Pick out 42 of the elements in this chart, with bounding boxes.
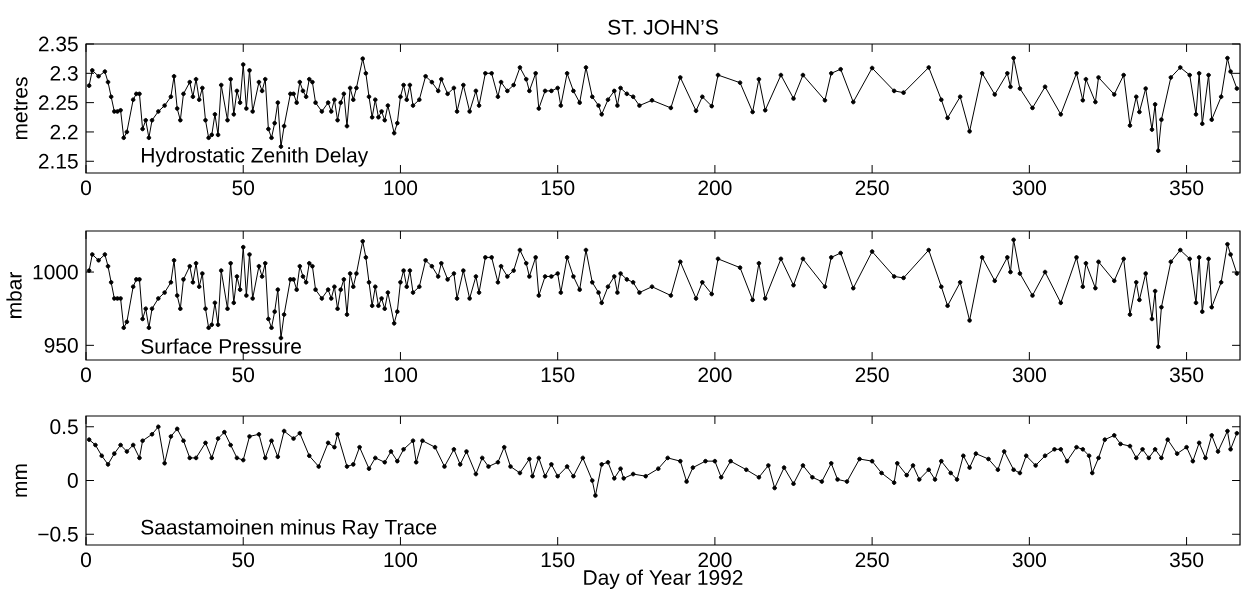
x-tick-label: 150 [541,367,575,383]
x-axis-title: Day of Year 1992 [584,569,743,590]
y-tick-label: 2.35 [38,36,78,52]
y-axis-title: metres [13,77,28,140]
x-tick-label: 100 [384,367,418,383]
y-tick-label: 2.25 [38,95,78,111]
x-tick-label: 0 [80,180,91,196]
x-tick-label: 200 [698,367,732,383]
x-tick-label: 350 [1169,180,1204,196]
y-tick-label: 2.2 [50,124,78,140]
x-tick-label: 50 [232,552,255,568]
x-tick-label: 350 [1169,552,1204,568]
x-tick-label: 250 [855,180,889,196]
chart-title: ST. JOHN’S [608,19,718,35]
x-tick-label: 200 [698,552,732,568]
y-tick-label: 2.15 [38,153,78,169]
y-axis-title: mbar [6,272,22,318]
y-tick-label: 0.5 [50,419,78,435]
x-tick-label: 0 [80,552,91,568]
y-tick-label: 1000 [33,264,78,280]
x-tick-label: 100 [384,552,418,568]
x-tick-label: 100 [384,180,418,196]
x-tick-label: 150 [541,552,575,568]
annotation: Hydrostatic Zenith Delay [142,147,369,167]
y-axis-title: mm [15,464,27,497]
x-tick-label: 150 [541,180,575,196]
x-tick-label: 250 [855,367,889,383]
x-tick-label: 200 [698,180,732,196]
y-tick-label: 2.3 [50,65,78,81]
annotation: Surface Pressure [141,338,301,354]
y-tick-label: 950 [44,337,78,353]
x-tick-label: 350 [1169,367,1204,383]
x-tick-label: 300 [1012,180,1046,196]
x-tick-label: 300 [1012,552,1046,568]
x-tick-label: 300 [1012,367,1046,383]
x-tick-label: 0 [80,367,91,383]
x-tick-label: 250 [855,552,889,568]
x-tick-label: 50 [232,367,255,383]
x-tick-label: 50 [232,180,255,196]
annotation: Saastamoinen minus Ray Trace [141,519,437,539]
y-tick-label: −0.5 [38,526,78,542]
y-tick-label: 0 [67,473,78,488]
